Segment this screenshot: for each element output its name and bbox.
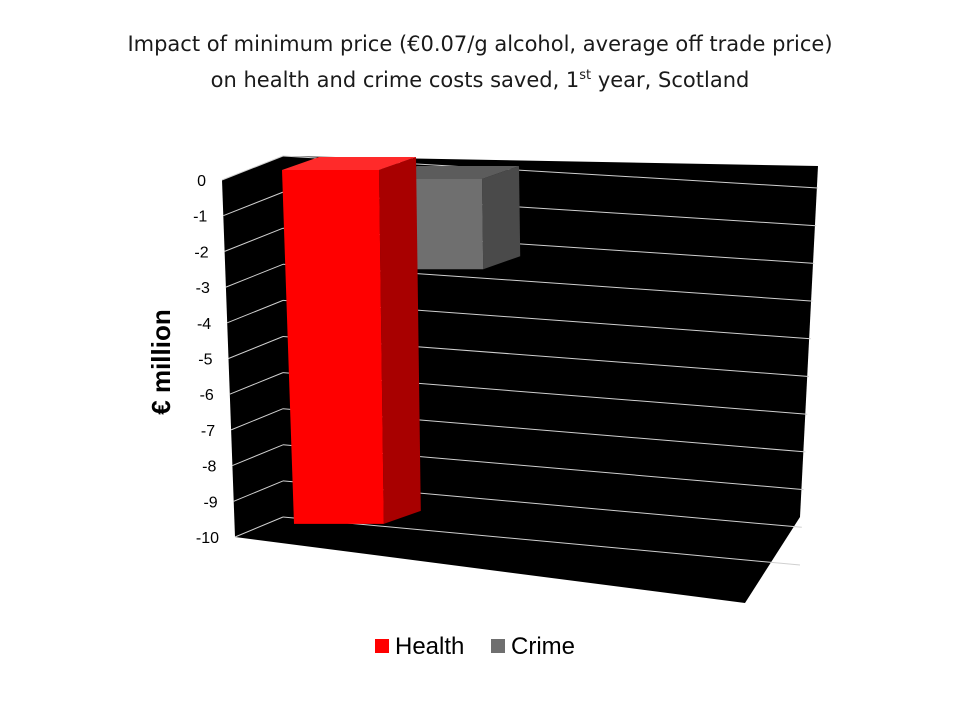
title-line-2-sup: st (579, 68, 592, 83)
gridline-left (225, 263, 284, 288)
gridline-left (234, 516, 284, 538)
gridline-left (227, 299, 284, 324)
title-line-1: Impact of minimum price (€0.07/g alcohol… (127, 32, 833, 56)
gridline-left (232, 444, 284, 467)
legend-item-health: Health (375, 633, 464, 660)
legend-swatch (375, 639, 389, 653)
y-tick-label: -2 (194, 244, 208, 261)
bar-health (282, 157, 421, 524)
y-axis-ticks: 0 -1 -2 -3 -4 -5 -6 -7 -8 -9 -10 (193, 173, 219, 547)
floor (235, 517, 800, 603)
gridline-left (224, 227, 284, 252)
gridline-left (223, 191, 284, 217)
bars (282, 157, 521, 524)
gridline-left (228, 336, 284, 359)
y-tick-label: -10 (196, 530, 219, 547)
title-line-2-pre: on health and crime costs saved, 1 (210, 68, 580, 92)
title-line-2: on health and crime costs saved, 1st yea… (0, 60, 960, 96)
legend-item-crime: Crime (491, 633, 575, 660)
gridline-left (230, 408, 284, 431)
chart-title: Impact of minimum price (€0.07/g alcohol… (0, 28, 960, 96)
bar-health-front (282, 170, 384, 524)
gridline-left (233, 480, 284, 502)
bar-health-side (379, 157, 421, 524)
y-axis-label: € million (146, 309, 176, 414)
gridline-left (229, 372, 284, 395)
left-wall (222, 156, 283, 537)
y-tick-label: -8 (202, 459, 216, 476)
bar-crime-side (482, 166, 521, 270)
y-tick-label: -6 (200, 387, 214, 404)
bar-health-top (282, 157, 416, 170)
legend: Health Crime (375, 633, 575, 660)
legend-swatch (491, 639, 505, 653)
legend-label: Crime (511, 633, 575, 660)
gridline-back (282, 516, 801, 566)
legend-label: Health (395, 633, 464, 660)
y-tick-label: 0 (197, 173, 206, 190)
y-tick-label: -3 (196, 280, 210, 297)
gridline-left (221, 155, 284, 181)
y-tick-label: -4 (197, 316, 211, 333)
y-tick-label: -5 (198, 352, 212, 369)
y-tick-label: -9 (203, 494, 217, 511)
y-tick-label: -7 (201, 423, 215, 440)
y-tick-label: -1 (193, 209, 207, 226)
title-line-2-post: year, Scotland (591, 68, 750, 92)
